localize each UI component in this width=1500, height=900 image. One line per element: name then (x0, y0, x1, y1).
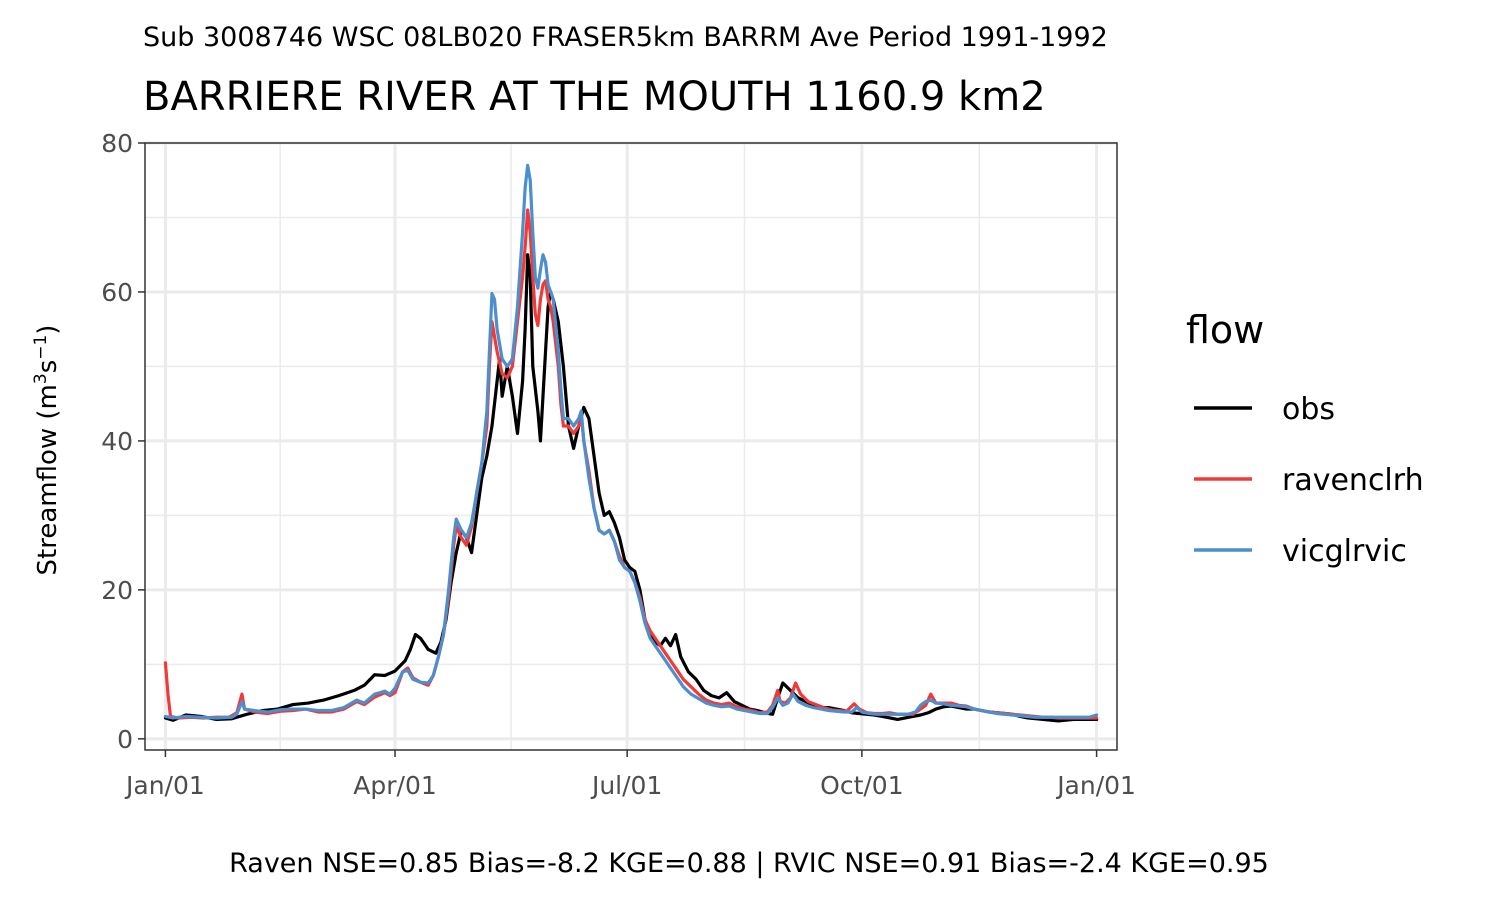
grid (145, 141, 1117, 750)
plot-panel (144, 142, 1118, 751)
legend-label-vicglrvic: vicglrvic (1282, 534, 1407, 569)
legend-items: obs ravenclrh vicglrvic (1194, 392, 1424, 569)
series-line-ravenclrh (163, 208, 1099, 720)
series-line-vicglrvic (163, 163, 1099, 720)
legend-label-obs: obs (1282, 392, 1335, 427)
y-tick-label: 40 (101, 427, 133, 456)
series-lines (163, 163, 1099, 723)
chart-title: BARRIERE RIVER AT THE MOUTH 1160.9 km2 (143, 74, 1046, 120)
chart-subtitle: Sub 3008746 WSC 08LB020 FRASER5km BARRM … (143, 22, 1108, 53)
y-axis-title-main: Streamflow (m (33, 384, 63, 575)
x-tick-label: Jul/01 (590, 771, 662, 800)
y-tick-label: 20 (101, 576, 133, 605)
x-tick-label: Jan/01 (1055, 771, 1136, 800)
series-line-obs (163, 253, 1099, 723)
metrics-caption: Raven NSE=0.85 Bias=-8.2 KGE=0.88 | RVIC… (229, 848, 1269, 879)
x-tick-label: Apr/01 (353, 771, 436, 800)
x-tick-label: Jan/01 (124, 771, 205, 800)
y-tick-label: 0 (117, 725, 133, 754)
y-axis-title: Streamflow (m3s−1) (31, 325, 63, 576)
y-tick-label: 80 (101, 129, 133, 158)
y-axis-title-mid: s (33, 360, 63, 374)
axis-ticks: 0 20 40 60 80 Jan/01 Apr/01 Jul/01 Oct/01 Jan/01 (101, 129, 1136, 800)
legend-title: flow (1186, 308, 1264, 352)
x-tick-label: Oct/01 (820, 771, 903, 800)
y-axis-title-sup1: 3 (31, 373, 51, 384)
legend: flow obs ravenclrh vicglrvic (1186, 308, 1424, 569)
y-axis-title-end: ) (33, 325, 63, 335)
y-axis-title-sup2: −1 (31, 335, 51, 360)
legend-label-ravenclrh: ravenclrh (1282, 463, 1424, 498)
y-tick-label: 60 (101, 278, 133, 307)
